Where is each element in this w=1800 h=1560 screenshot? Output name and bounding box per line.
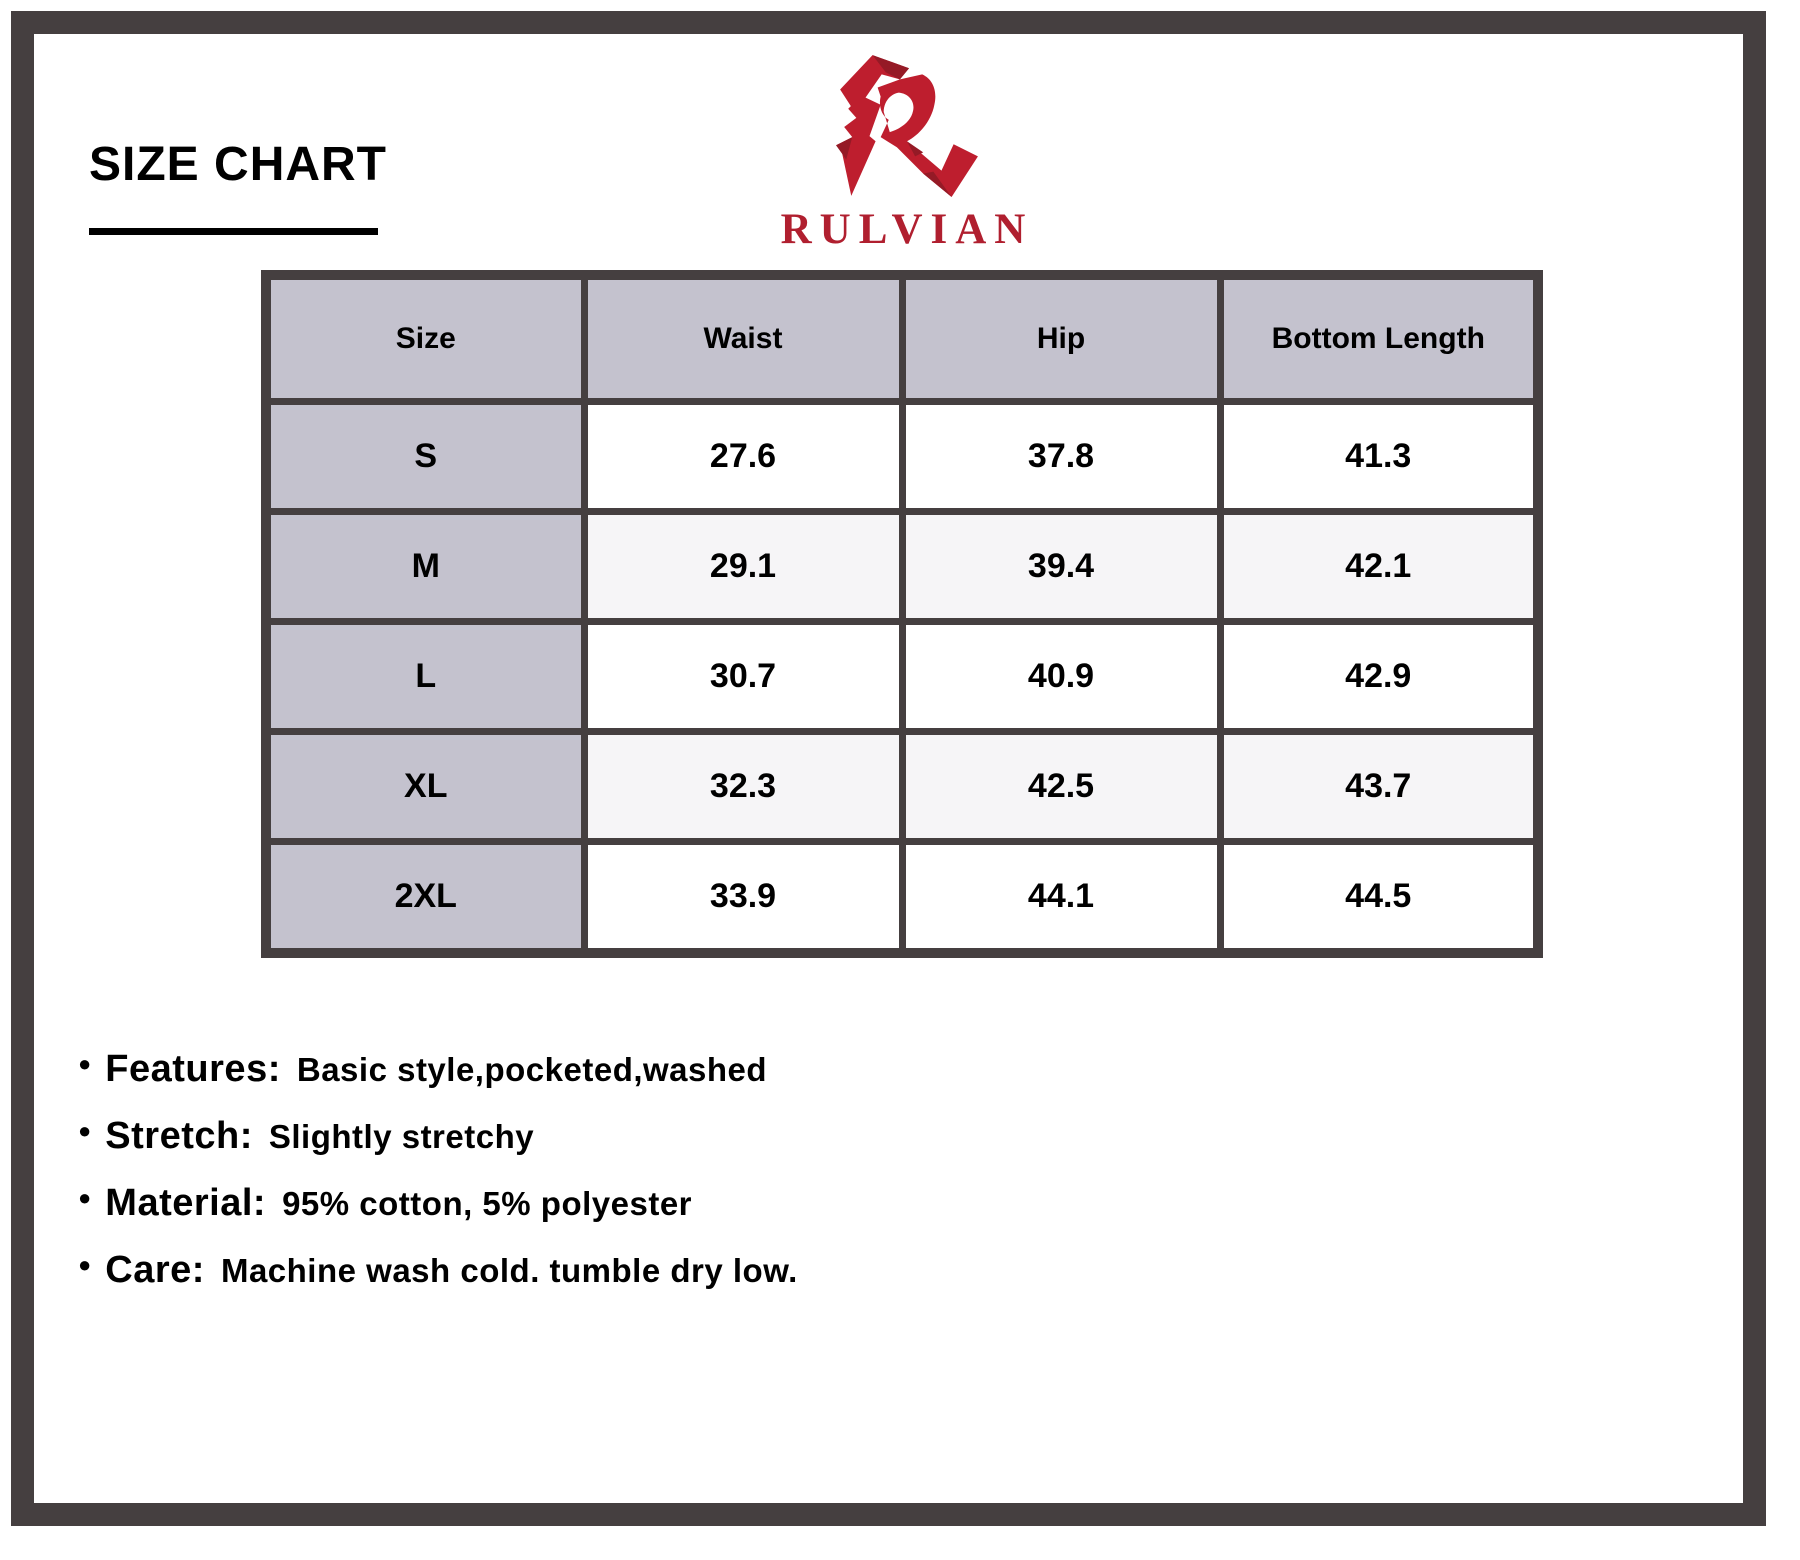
table-row-l: L 30.7 40.9 42.9 — [262, 618, 1542, 735]
detail-value: Machine wash cold. tumble dry low. — [220, 1251, 798, 1289]
bottom-length-cell: 41.3 — [1216, 398, 1542, 515]
hip-cell: 37.8 — [898, 398, 1224, 515]
detail-item-care: ● Care: Machine wash cold. tumble dry lo… — [78, 1249, 798, 1292]
waist-cell: 30.7 — [580, 618, 906, 735]
brand-name: RULVIAN — [780, 206, 1034, 253]
size-cell: M — [262, 508, 588, 625]
detail-value: Slightly stretchy — [268, 1117, 535, 1155]
bottom-length-cell: 42.1 — [1216, 508, 1542, 625]
title-underline — [89, 228, 378, 235]
waist-cell: 33.9 — [580, 838, 906, 957]
detail-label: Care: — [105, 1249, 205, 1291]
size-chart-table: Size Waist Hip Bottom Length S 27.6 37.8… — [261, 270, 1543, 958]
detail-value: 95% cotton, 5% polyester — [282, 1184, 693, 1222]
hip-cell: 42.5 — [898, 728, 1224, 845]
detail-label: Stretch: — [105, 1115, 253, 1157]
waist-cell: 27.6 — [580, 398, 906, 515]
column-header-size: Size — [262, 271, 588, 405]
bullet-icon: ● — [78, 1117, 92, 1143]
detail-label: Material: — [105, 1182, 267, 1224]
table-header-row: Size Waist Hip Bottom Length — [262, 271, 1542, 405]
table-row-xl: XL 32.3 42.5 43.7 — [262, 728, 1542, 845]
bottom-length-cell: 43.7 — [1216, 728, 1542, 845]
size-cell: S — [262, 398, 588, 515]
detail-label: Features: — [105, 1048, 281, 1090]
bullet-icon: ● — [78, 1050, 92, 1076]
product-details-list: ● Features: Basic style,pocketed,washed … — [78, 1048, 798, 1316]
size-cell: XL — [262, 728, 588, 845]
size-cell: L — [262, 618, 588, 735]
detail-item-stretch: ● Stretch: Slightly stretchy — [78, 1115, 798, 1158]
hip-cell: 39.4 — [898, 508, 1224, 625]
rulvian-r-monogram-icon — [836, 55, 978, 197]
column-header-bottom-length: Bottom Length — [1216, 271, 1542, 405]
brand-logo: RULVIAN — [707, 52, 1107, 254]
column-header-hip: Hip — [898, 271, 1224, 405]
detail-item-material: ● Material: 95% cotton, 5% polyester — [78, 1182, 798, 1225]
bullet-icon: ● — [78, 1184, 92, 1210]
bottom-length-cell: 42.9 — [1216, 618, 1542, 735]
hip-cell: 44.1 — [898, 838, 1224, 957]
waist-cell: 29.1 — [580, 508, 906, 625]
bullet-icon: ● — [78, 1251, 92, 1277]
bottom-length-cell: 44.5 — [1216, 838, 1542, 957]
waist-cell: 32.3 — [580, 728, 906, 845]
page-title: SIZE CHART — [89, 138, 387, 191]
size-cell: 2XL — [262, 838, 588, 957]
table-row-m: M 29.1 39.4 42.1 — [262, 508, 1542, 625]
hip-cell: 40.9 — [898, 618, 1224, 735]
detail-item-features: ● Features: Basic style,pocketed,washed — [78, 1048, 798, 1091]
column-header-waist: Waist — [580, 271, 906, 405]
table-row-2xl: 2XL 33.9 44.1 44.5 — [262, 838, 1542, 957]
detail-value: Basic style,pocketed,washed — [296, 1050, 768, 1088]
table-row-s: S 27.6 37.8 41.3 — [262, 398, 1542, 515]
